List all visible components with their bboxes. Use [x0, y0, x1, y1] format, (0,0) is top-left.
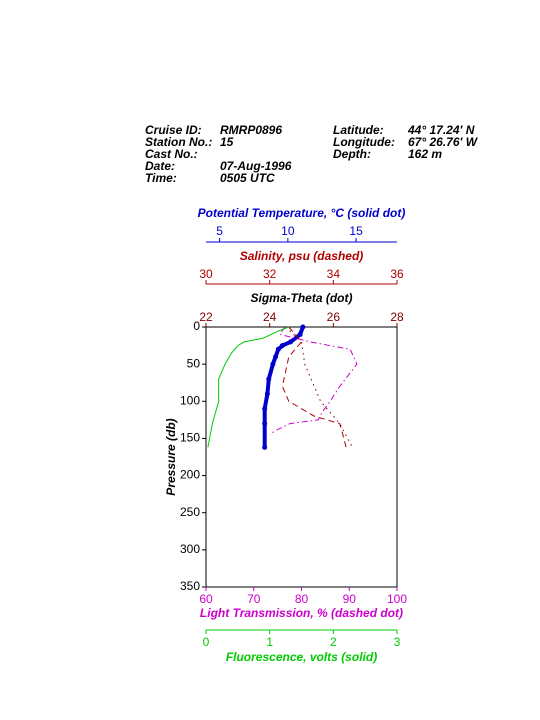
header-text: RMRP0896 [220, 123, 282, 137]
x-tick-label: 90 [343, 592, 357, 606]
axis-title: Fluorescence, volts (solid) [226, 650, 377, 664]
x-tick-label: 100 [387, 592, 407, 606]
x-tick-label: 80 [295, 592, 309, 606]
profile-dot [264, 391, 270, 397]
profile-dot [262, 421, 268, 427]
x-tick-label: 2 [330, 635, 337, 649]
x-tick-label: 24 [263, 310, 277, 324]
y-tick-label: 250 [180, 505, 200, 519]
header-text: Time: [145, 171, 177, 185]
y-tick-label: 100 [180, 393, 200, 407]
x-tick-label: 60 [199, 592, 213, 606]
axis-title: Salinity, psu (dashed) [240, 249, 364, 263]
profile-dot [300, 324, 306, 330]
header-text: 15 [220, 135, 234, 149]
x-tick-label: 5 [216, 224, 223, 238]
x-tick-label: 36 [390, 267, 404, 281]
header-text: Longitude: [333, 135, 395, 149]
profile-line [281, 326, 347, 448]
header-text: 44° 17.24' N [407, 123, 475, 137]
profile-dot [262, 444, 268, 450]
x-tick-label: 1 [266, 635, 273, 649]
x-tick-label: 32 [263, 267, 277, 281]
header-text: 162 m [408, 147, 442, 161]
x-tick-label: 26 [327, 310, 341, 324]
header-text: Cast No.: [145, 147, 198, 161]
x-tick-label: 0 [203, 635, 210, 649]
profile-line [207, 326, 289, 448]
y-tick-label: 200 [180, 468, 200, 482]
profile-dot [279, 343, 285, 349]
axis-title: Light Transmission, % (dashed dot) [200, 606, 403, 620]
header-text: Station No.: [145, 135, 212, 149]
header-text: Date: [145, 159, 175, 173]
x-tick-label: 34 [327, 267, 341, 281]
x-tick-label: 28 [390, 310, 404, 324]
header-text: 0505 UTC [220, 171, 275, 185]
profile-dot [273, 354, 279, 360]
x-tick-label: 3 [394, 635, 401, 649]
x-tick-label: 30 [199, 267, 213, 281]
header-text: Cruise ID: [145, 123, 202, 137]
header-text: Depth: [333, 147, 371, 161]
y-tick-label: 0 [193, 319, 200, 333]
profile-dot [270, 361, 276, 367]
header-text: 07-Aug-1996 [220, 159, 292, 173]
x-tick-label: 22 [199, 310, 213, 324]
x-tick-label: 70 [247, 592, 261, 606]
profile-dot [262, 406, 268, 412]
y-axis-label: Pressure (db) [164, 418, 178, 495]
plot-frame [205, 326, 398, 588]
header-text: 67° 26.76' W [408, 135, 479, 149]
axis-title: Sigma-Theta (dot) [251, 291, 353, 305]
y-tick-label: 50 [187, 356, 201, 370]
x-tick-label: 15 [349, 224, 363, 238]
y-tick-label: 150 [180, 431, 200, 445]
axis-title: Potential Temperature, °C (solid dot) [198, 206, 406, 220]
y-tick-label: 350 [180, 579, 200, 593]
profile-dot [288, 339, 294, 345]
profile-dot [297, 331, 303, 337]
header-text: Latitude: [333, 123, 384, 137]
profile-dot [275, 346, 281, 352]
profile-line [285, 326, 353, 448]
y-tick-label: 300 [180, 542, 200, 556]
x-tick-label: 10 [281, 224, 295, 238]
profile-dot [266, 376, 272, 382]
